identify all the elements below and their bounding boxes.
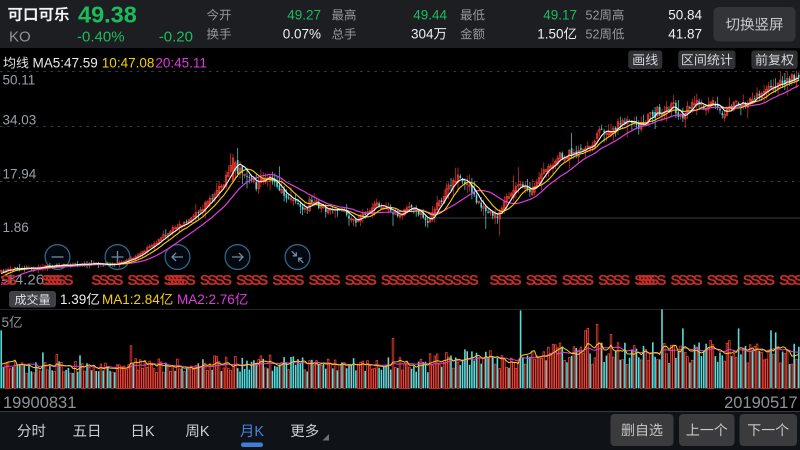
svg-text:41.87: 41.87 <box>668 27 702 42</box>
svg-text:MA1:2.84: MA1:2.84 <box>102 292 160 307</box>
svg-text:0.07%: 0.07% <box>283 27 321 42</box>
svg-text:SSSSSSSSSSSSSSSSSSSSSSSSSSSSSS: SSSSSSSSSSSSSSSSSSSSSSSSSSSSSSSSSSSSSSSS… <box>1 272 800 289</box>
svg-text:50.84: 50.84 <box>668 8 702 23</box>
svg-text:KO: KO <box>9 29 31 46</box>
svg-text:-14.26: -14.26 <box>2 272 45 289</box>
svg-text:MA2:2.76: MA2:2.76 <box>177 292 235 307</box>
svg-text:5: 5 <box>2 315 10 330</box>
svg-text:50.11: 50.11 <box>3 73 36 88</box>
svg-text:49.17: 49.17 <box>543 8 577 23</box>
svg-text:52: 52 <box>586 28 600 42</box>
svg-text:1.39: 1.39 <box>60 292 86 307</box>
svg-text:20190517: 20190517 <box>724 394 797 412</box>
svg-text:304: 304 <box>411 27 434 42</box>
svg-text:MA5:47.59: MA5:47.59 <box>33 56 98 71</box>
svg-text:1.50: 1.50 <box>537 27 563 42</box>
svg-text:1.86: 1.86 <box>3 220 29 235</box>
svg-text:K: K <box>145 424 155 440</box>
svg-text:K: K <box>200 424 210 440</box>
svg-text:10:47.08: 10:47.08 <box>102 56 155 71</box>
svg-text:-0.20: -0.20 <box>159 29 193 46</box>
svg-text:20:45.11: 20:45.11 <box>155 56 207 71</box>
svg-text:17.94: 17.94 <box>3 167 37 182</box>
svg-text:19900831: 19900831 <box>3 394 76 412</box>
svg-text:52: 52 <box>586 9 600 23</box>
svg-text:49.38: 49.38 <box>78 2 137 28</box>
svg-text:49.44: 49.44 <box>413 8 447 23</box>
svg-text:K: K <box>254 424 264 440</box>
svg-text:49.27: 49.27 <box>287 8 321 23</box>
svg-text:34.03: 34.03 <box>3 113 37 128</box>
svg-text:-0.40%: -0.40% <box>77 29 125 46</box>
